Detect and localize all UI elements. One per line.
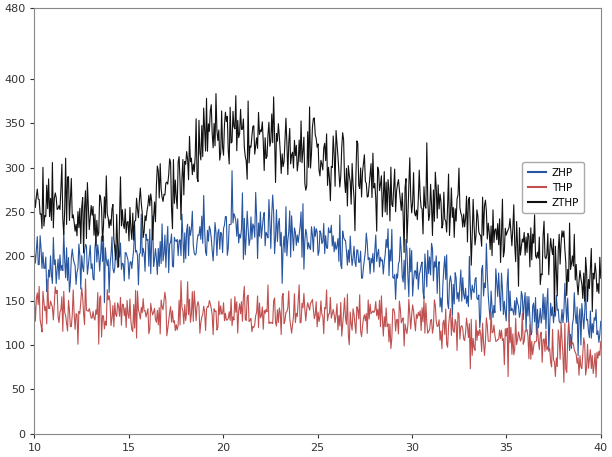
ZTHP: [131, 218, 138, 223]
THP: [597, 339, 605, 344]
ZHP: [228, 168, 236, 174]
Line: ZHP: ZHP: [34, 171, 601, 356]
ZHP: [410, 278, 417, 283]
ZTHP: [597, 276, 605, 281]
ZHP: [575, 353, 582, 359]
THP: [177, 278, 185, 283]
ZTHP: [410, 170, 417, 175]
ZTHP: [212, 91, 220, 96]
ZHP: [31, 250, 38, 256]
THP: [410, 308, 417, 314]
THP: [365, 316, 373, 322]
THP: [288, 330, 295, 336]
ZHP: [458, 298, 466, 304]
ZTHP: [288, 152, 295, 158]
ZHP: [288, 213, 295, 218]
ZTHP: [551, 309, 558, 314]
Line: THP: THP: [34, 279, 601, 383]
THP: [132, 287, 140, 293]
Line: ZTHP: ZTHP: [34, 94, 601, 312]
ZHP: [597, 319, 605, 324]
ZHP: [131, 222, 138, 228]
THP: [31, 298, 38, 303]
ZTHP: [31, 194, 38, 199]
THP: [560, 380, 567, 385]
ZHP: [176, 237, 184, 243]
ZHP: [365, 255, 373, 260]
ZTHP: [365, 182, 373, 188]
ZTHP: [458, 213, 466, 219]
THP: [82, 276, 89, 282]
THP: [458, 323, 466, 328]
ZTHP: [176, 179, 184, 184]
Legend: ZHP, THP, ZTHP: ZHP, THP, ZTHP: [523, 162, 584, 213]
